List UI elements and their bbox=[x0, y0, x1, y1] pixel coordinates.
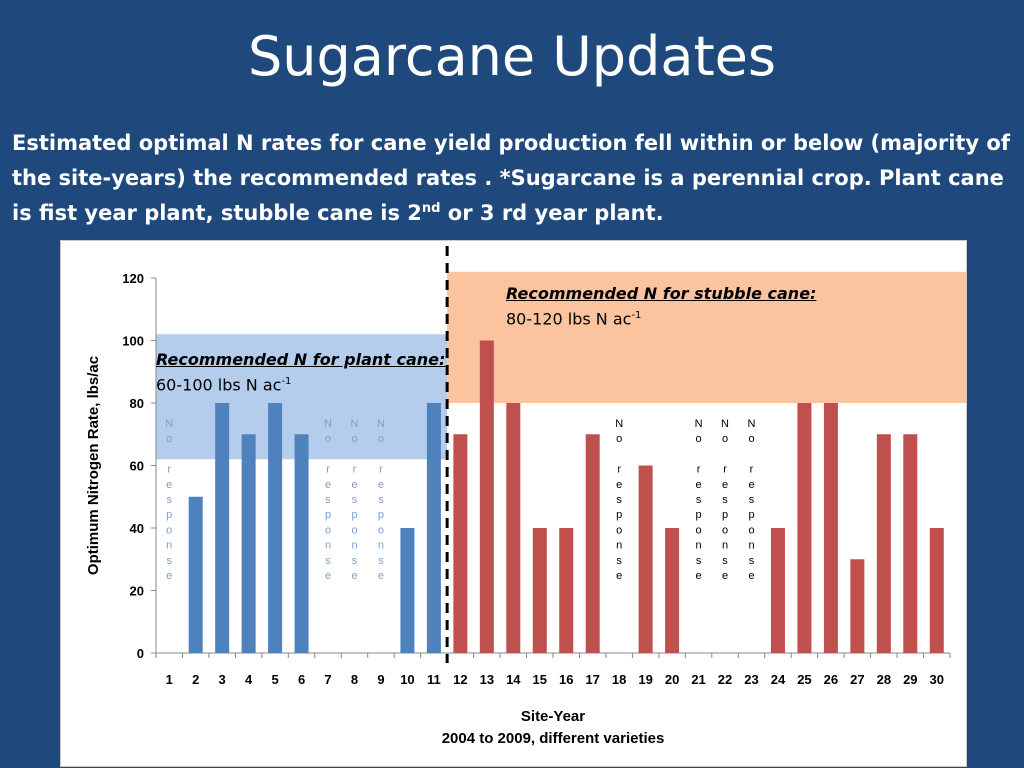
stubble-cane-band-value: 80-120 lbs N ac-1 bbox=[506, 305, 816, 330]
body-text-superscript: nd bbox=[421, 201, 441, 216]
bar-site-27 bbox=[850, 559, 865, 653]
y-tick-label: 20 bbox=[130, 584, 144, 599]
x-tick-label: 3 bbox=[219, 672, 226, 687]
x-tick-label: 23 bbox=[744, 672, 758, 687]
x-tick-label: 9 bbox=[377, 672, 384, 687]
bar-site-14 bbox=[506, 403, 521, 653]
x-tick-label: 7 bbox=[324, 672, 331, 687]
bar-site-6 bbox=[294, 434, 309, 653]
x-tick-label: 24 bbox=[771, 672, 786, 687]
stubble-cane-band-label: Recommended N for stubble cane: bbox=[506, 284, 817, 303]
bar-site-16 bbox=[559, 528, 574, 653]
x-tick-label: 28 bbox=[877, 672, 891, 687]
plant-cane-band-label: Recommended N for plant cane: bbox=[156, 350, 446, 369]
x-tick-label: 20 bbox=[665, 672, 679, 687]
x-tick-label: 27 bbox=[850, 672, 864, 687]
x-tick-label: 8 bbox=[351, 672, 358, 687]
x-tick-label: 19 bbox=[638, 672, 652, 687]
y-tick-label: 0 bbox=[137, 646, 144, 661]
body-text-end: or 3 rd year plant. bbox=[440, 201, 664, 225]
x-tick-label: 6 bbox=[298, 672, 305, 687]
body-text-main: Estimated optimal N rates for cane yield… bbox=[12, 131, 1010, 225]
bar-site-24 bbox=[770, 528, 785, 653]
x-tick-label: 15 bbox=[533, 672, 547, 687]
bar-site-29 bbox=[903, 434, 918, 653]
bar-site-2 bbox=[188, 496, 203, 653]
x-tick-label: 22 bbox=[718, 672, 732, 687]
x-tick-label: 4 bbox=[245, 672, 253, 687]
bar-site-10 bbox=[400, 528, 415, 653]
stubble-cane-band-value-text: 80-120 lbs N ac bbox=[506, 309, 632, 329]
x-tick-label: 5 bbox=[271, 672, 278, 687]
x-tick-label: 21 bbox=[691, 672, 705, 687]
bar-site-15 bbox=[532, 528, 547, 653]
x-tick-label: 14 bbox=[506, 672, 521, 687]
y-tick-label: 80 bbox=[130, 396, 144, 411]
y-tick-label: 100 bbox=[122, 334, 144, 349]
x-tick-label: 13 bbox=[480, 672, 494, 687]
stubble-cane-band-value-sup: -1 bbox=[631, 310, 642, 321]
x-axis-title: Site-Year bbox=[521, 708, 585, 725]
bar-site-28 bbox=[876, 434, 891, 653]
bar-site-19 bbox=[638, 465, 653, 653]
y-tick-label: 60 bbox=[130, 459, 144, 474]
x-tick-label: 29 bbox=[903, 672, 917, 687]
y-tick-label: 120 bbox=[122, 271, 144, 286]
bar-site-26 bbox=[823, 403, 838, 653]
x-tick-label: 12 bbox=[453, 672, 467, 687]
x-tick-label: 26 bbox=[824, 672, 838, 687]
bar-site-13 bbox=[479, 340, 494, 653]
bar-site-5 bbox=[268, 403, 283, 653]
bar-site-3 bbox=[215, 403, 230, 653]
x-tick-label: 30 bbox=[930, 672, 944, 687]
x-tick-label: 17 bbox=[585, 672, 599, 687]
bar-site-25 bbox=[797, 403, 812, 653]
bar-site-30 bbox=[929, 528, 944, 653]
plant-cane-band-value-sup: -1 bbox=[281, 376, 292, 387]
bar-site-11 bbox=[426, 403, 441, 653]
stubble-cane-band-note: Recommended N for stubble cane: 80-120 l… bbox=[506, 283, 816, 330]
x-tick-label: 11 bbox=[427, 672, 441, 687]
plant-cane-band-value-text: 60-100 lbs N ac bbox=[156, 375, 282, 395]
plant-cane-band-note: Recommended N for plant cane: 60-100 lbs… bbox=[156, 349, 445, 396]
x-tick-label: 25 bbox=[797, 672, 811, 687]
x-axis-subtitle: 2004 to 2009, different varieties bbox=[442, 730, 665, 747]
x-tick-label: 2 bbox=[192, 672, 199, 687]
stubble-cane-recommended-band bbox=[447, 271, 966, 403]
y-axis-title: Optimum Nitrogen Rate, lbs/ac bbox=[85, 356, 102, 575]
slide-body-text: Estimated optimal N rates for cane yield… bbox=[12, 126, 1016, 231]
x-tick-label: 1 bbox=[166, 672, 173, 687]
x-tick-label: 18 bbox=[612, 672, 626, 687]
bar-site-20 bbox=[665, 528, 680, 653]
x-tick-label: 16 bbox=[559, 672, 573, 687]
bar-site-17 bbox=[585, 434, 600, 653]
bar-site-4 bbox=[241, 434, 256, 653]
slide-title: Sugarcane Updates bbox=[248, 25, 776, 88]
plant-cane-band-value: 60-100 lbs N ac-1 bbox=[156, 371, 445, 396]
bar-site-12 bbox=[453, 434, 468, 653]
x-tick-label: 10 bbox=[400, 672, 414, 687]
y-tick-label: 40 bbox=[130, 521, 144, 536]
